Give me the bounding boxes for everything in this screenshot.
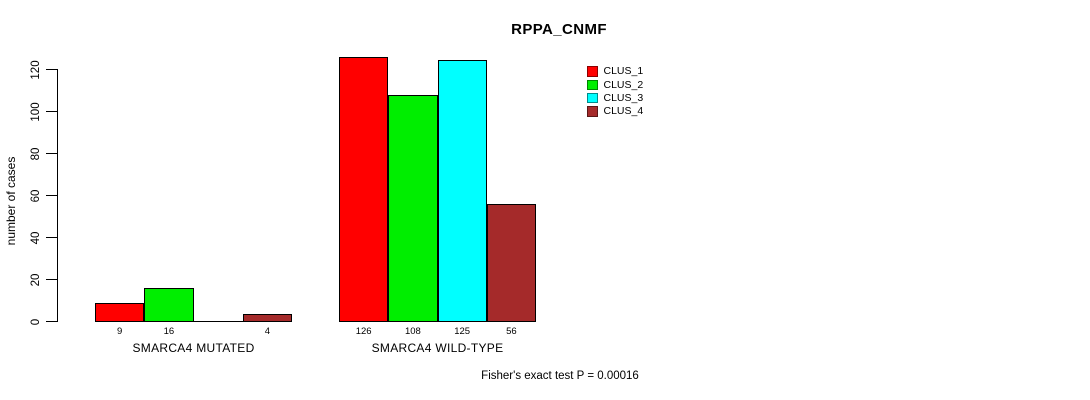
legend-item-label: CLUS_2	[603, 78, 644, 91]
legend-item-label: CLUS_3	[603, 91, 644, 104]
legend-item: CLUS_1	[587, 65, 643, 78]
bar-value-label: 16	[163, 326, 175, 337]
y-tick-mark	[46, 68, 58, 71]
y-tick-label: 0	[30, 318, 42, 325]
legend-swatch	[587, 66, 598, 77]
bar-clus_2-mutated	[144, 288, 194, 322]
y-tick-mark	[46, 320, 58, 323]
legend-swatch	[587, 92, 598, 104]
y-tick-label: 100	[30, 101, 42, 122]
y-tick-label: 120	[30, 59, 42, 80]
y-axis-label: number of cases	[4, 156, 18, 246]
bar-clus_3-wild-type	[437, 59, 487, 322]
legend: CLUS_1 CLUS_2 CLUS_3 CLUS_4	[587, 65, 643, 118]
bar-value-label: 125	[454, 326, 471, 337]
bar-value-label: 126	[355, 326, 372, 337]
legend-item-label: CLUS_4	[603, 105, 644, 118]
y-tick-mark	[46, 152, 58, 155]
chart-title: RPPA_CNMF	[511, 21, 607, 38]
y-tick-mark	[46, 236, 58, 239]
bar-clus_1-mutated	[95, 303, 145, 322]
bar-clus_4-wild-type	[486, 204, 536, 322]
bar-clus_2-wild-type	[388, 95, 438, 322]
bar-clus_1-wild-type	[339, 57, 389, 322]
y-tick-mark	[46, 110, 58, 113]
legend-swatch	[587, 79, 598, 91]
y-tick-label: 20	[30, 273, 42, 286]
x-category-label: SMARCA4 MUTATED	[132, 341, 255, 355]
bar-value-label: 108	[404, 326, 421, 337]
y-tick-mark	[46, 194, 58, 197]
x-category-label: SMARCA4 WILD-TYPE	[371, 341, 504, 355]
y-tick-label: 80	[30, 147, 42, 160]
fisher-test-annotation: Fisher's exact test P = 0.00016	[481, 370, 639, 382]
y-tick-label: 40	[30, 231, 42, 244]
legend-swatch	[587, 106, 598, 117]
bar-value-label: 4	[264, 326, 271, 337]
y-tick-label: 60	[30, 189, 42, 202]
bar-clus_4-mutated	[242, 313, 292, 322]
legend-item-label: CLUS_1	[603, 65, 644, 78]
legend-item: CLUS_4	[587, 105, 643, 118]
legend-item: CLUS_3	[587, 92, 643, 105]
y-tick-mark	[46, 278, 58, 281]
legend-item: CLUS_2	[587, 78, 643, 91]
bar-value-label: 9	[116, 326, 123, 337]
bar-clus_3-mutated	[193, 320, 243, 322]
bar-value-label: 56	[506, 326, 517, 337]
